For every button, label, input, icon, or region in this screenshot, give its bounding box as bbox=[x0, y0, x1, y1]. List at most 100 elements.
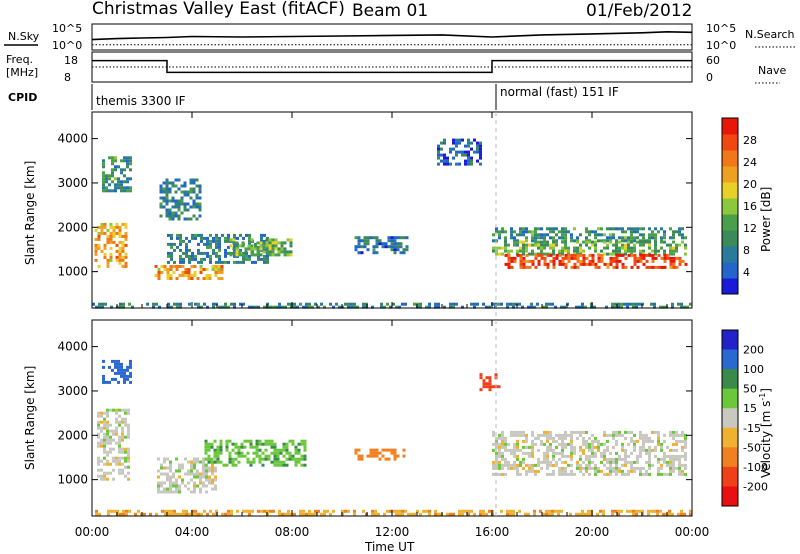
heat-cell bbox=[600, 454, 603, 458]
heat-cell bbox=[549, 246, 552, 250]
heat-cell bbox=[528, 454, 531, 458]
heat-cell bbox=[240, 451, 244, 455]
heat-cell bbox=[94, 252, 98, 256]
heat-cell bbox=[354, 248, 358, 252]
heat-cell bbox=[669, 227, 672, 231]
heat-cell bbox=[112, 408, 115, 412]
heat-cell bbox=[184, 271, 188, 274]
heat-cell bbox=[488, 376, 492, 380]
heat-cell bbox=[449, 162, 452, 166]
heat-cell bbox=[675, 439, 678, 443]
heat-cell bbox=[123, 368, 126, 372]
heat-cell bbox=[669, 472, 672, 476]
heat-cell bbox=[206, 239, 209, 243]
heat-cell bbox=[97, 459, 100, 463]
heat-cell bbox=[615, 243, 618, 247]
heat-cell bbox=[498, 442, 501, 446]
heat-cell bbox=[651, 463, 654, 467]
heat-cell bbox=[597, 239, 600, 243]
heat-cell bbox=[467, 512, 470, 516]
heat-cell bbox=[173, 248, 176, 252]
heat-cell bbox=[669, 256, 673, 260]
heat-cell bbox=[570, 445, 573, 449]
heat-cell bbox=[570, 454, 573, 458]
heat-cell bbox=[215, 509, 218, 513]
heat-cell bbox=[169, 469, 172, 473]
heat-cell bbox=[97, 264, 101, 268]
heat-cell bbox=[120, 171, 123, 175]
heat-cell bbox=[125, 509, 128, 513]
power-colorbar-tick: 4 bbox=[743, 266, 750, 279]
heat-cell bbox=[437, 305, 440, 309]
heat-cell bbox=[189, 217, 193, 221]
heat-cell bbox=[498, 236, 501, 240]
heat-cell bbox=[257, 257, 260, 261]
heat-cell bbox=[203, 302, 206, 306]
heat-cell bbox=[680, 512, 683, 516]
heat-cell bbox=[233, 251, 236, 255]
heat-cell bbox=[567, 253, 571, 257]
heat-cell bbox=[127, 435, 130, 439]
heat-cell bbox=[551, 509, 554, 513]
heat-cell bbox=[498, 436, 501, 440]
heat-cell bbox=[603, 463, 606, 467]
heat-cell bbox=[539, 509, 542, 513]
heat-cell bbox=[564, 249, 567, 253]
heat-cell bbox=[187, 274, 191, 277]
heat-cell bbox=[492, 433, 495, 437]
heat-cell bbox=[597, 265, 601, 269]
heat-cell bbox=[573, 256, 577, 260]
heat-cell bbox=[666, 253, 670, 257]
x-tick-label: 04:00 bbox=[175, 525, 210, 539]
heat-cell bbox=[452, 141, 455, 145]
heat-cell bbox=[194, 254, 197, 258]
heat-cell bbox=[204, 451, 208, 455]
heat-cell bbox=[314, 509, 317, 513]
y-tick-label: 2000 bbox=[57, 428, 88, 442]
heat-cell bbox=[543, 259, 547, 263]
heat-cell bbox=[666, 243, 669, 247]
heat-cell bbox=[671, 305, 674, 309]
heat-cell bbox=[585, 466, 588, 470]
heat-cell bbox=[624, 230, 627, 234]
heat-cell bbox=[332, 509, 335, 513]
heat-cell bbox=[369, 451, 373, 455]
heat-cell bbox=[248, 236, 251, 240]
heat-cell bbox=[591, 466, 594, 470]
heat-cell bbox=[591, 243, 594, 247]
heat-cell bbox=[168, 187, 172, 191]
heat-cell bbox=[672, 252, 675, 256]
heat-cell bbox=[564, 472, 567, 476]
heat-cell bbox=[115, 408, 118, 412]
heat-cell bbox=[204, 442, 208, 446]
heat-cell bbox=[108, 174, 111, 178]
heat-cell bbox=[198, 187, 202, 191]
heat-cell bbox=[179, 236, 182, 240]
heat-cell bbox=[612, 430, 615, 434]
heat-cell bbox=[205, 268, 209, 271]
heat-cell bbox=[666, 472, 669, 476]
heat-cell bbox=[286, 253, 290, 257]
heat-cell bbox=[216, 448, 220, 452]
heat-cell bbox=[399, 245, 403, 249]
heat-cell bbox=[174, 199, 178, 203]
heat-cell bbox=[386, 302, 389, 306]
heat-cell bbox=[161, 509, 164, 513]
heat-cell bbox=[603, 448, 606, 452]
heat-cell bbox=[262, 241, 266, 245]
heat-cell bbox=[575, 512, 578, 516]
heat-cell bbox=[252, 445, 256, 449]
heat-cell bbox=[636, 439, 639, 443]
heat-cell bbox=[117, 371, 120, 375]
heat-cell bbox=[639, 454, 642, 458]
heat-cell bbox=[143, 512, 146, 516]
heat-cell bbox=[121, 417, 124, 421]
heat-cell bbox=[663, 457, 666, 461]
heat-cell bbox=[591, 445, 594, 449]
heat-cell bbox=[200, 239, 203, 243]
heat-cell bbox=[579, 469, 582, 473]
heat-cell bbox=[434, 302, 437, 306]
heat-cell bbox=[218, 242, 221, 246]
heat-cell bbox=[206, 305, 209, 309]
heat-cell bbox=[110, 509, 113, 513]
